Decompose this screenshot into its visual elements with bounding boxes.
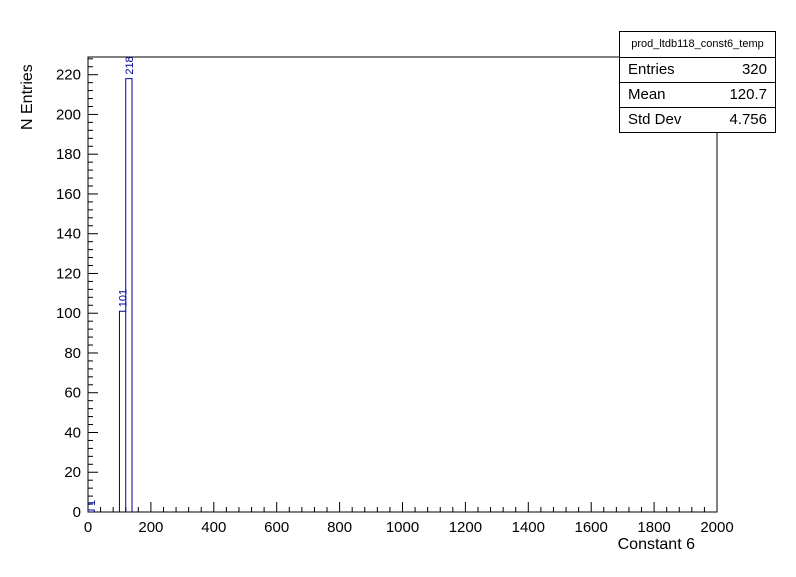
y-tick-label: 220 (56, 67, 81, 84)
stats-box: prod_ltdb118_const6_temp Entries 320 Mea… (619, 31, 776, 133)
stats-row: Std Dev 4.756 (620, 108, 775, 132)
stats-title: prod_ltdb118_const6_temp (620, 32, 775, 58)
stats-row: Entries 320 (620, 58, 775, 83)
stats-label-stddev: Std Dev (628, 111, 682, 128)
x-tick-label: 800 (327, 519, 352, 536)
x-tick-label: 1000 (386, 519, 419, 536)
x-tick-label: 200 (138, 519, 163, 536)
y-tick-label: 0 (73, 504, 81, 521)
y-tick-label: 80 (64, 345, 81, 362)
y-tick-label: 100 (56, 305, 81, 322)
x-axis-title: Constant 6 (618, 536, 695, 553)
x-tick-label: 1400 (512, 519, 545, 536)
plot-generated-layer: 0 200 400 600 800 1000 1200 1400 1600 1800 2000020… (56, 56, 734, 536)
stats-label-mean: Mean (628, 86, 666, 103)
x-tick-label: 400 (201, 519, 226, 536)
bin-value-label: 101 (118, 289, 130, 307)
y-tick-label: 20 (64, 464, 81, 481)
stats-label-entries: Entries (628, 61, 675, 78)
histogram-outline (87, 78, 133, 512)
stats-value-stddev: 4.756 (729, 111, 767, 128)
y-tick-label: 160 (56, 186, 81, 203)
y-tick-label: 60 (64, 385, 81, 402)
bin-value-label: 1 (86, 500, 98, 506)
x-tick-label: 1600 (575, 519, 608, 536)
x-tick-label: 1800 (637, 519, 670, 536)
y-tick-label: 180 (56, 146, 81, 163)
y-tick-label: 120 (56, 265, 81, 282)
x-tick-label: 1200 (449, 519, 482, 536)
x-tick-label: 0 (84, 519, 92, 536)
x-tick-label: 600 (264, 519, 289, 536)
x-tick-label: 2000 (700, 519, 733, 536)
bin-value-label: 218 (124, 56, 136, 74)
stats-value-mean: 120.7 (729, 86, 767, 103)
y-tick-label: 140 (56, 226, 81, 243)
stats-row: Mean 120.7 (620, 83, 775, 108)
stats-value-entries: 320 (741, 61, 767, 78)
y-tick-label: 40 (64, 424, 81, 441)
y-tick-label: 200 (56, 106, 81, 123)
y-axis-title: N Entries (19, 64, 36, 130)
